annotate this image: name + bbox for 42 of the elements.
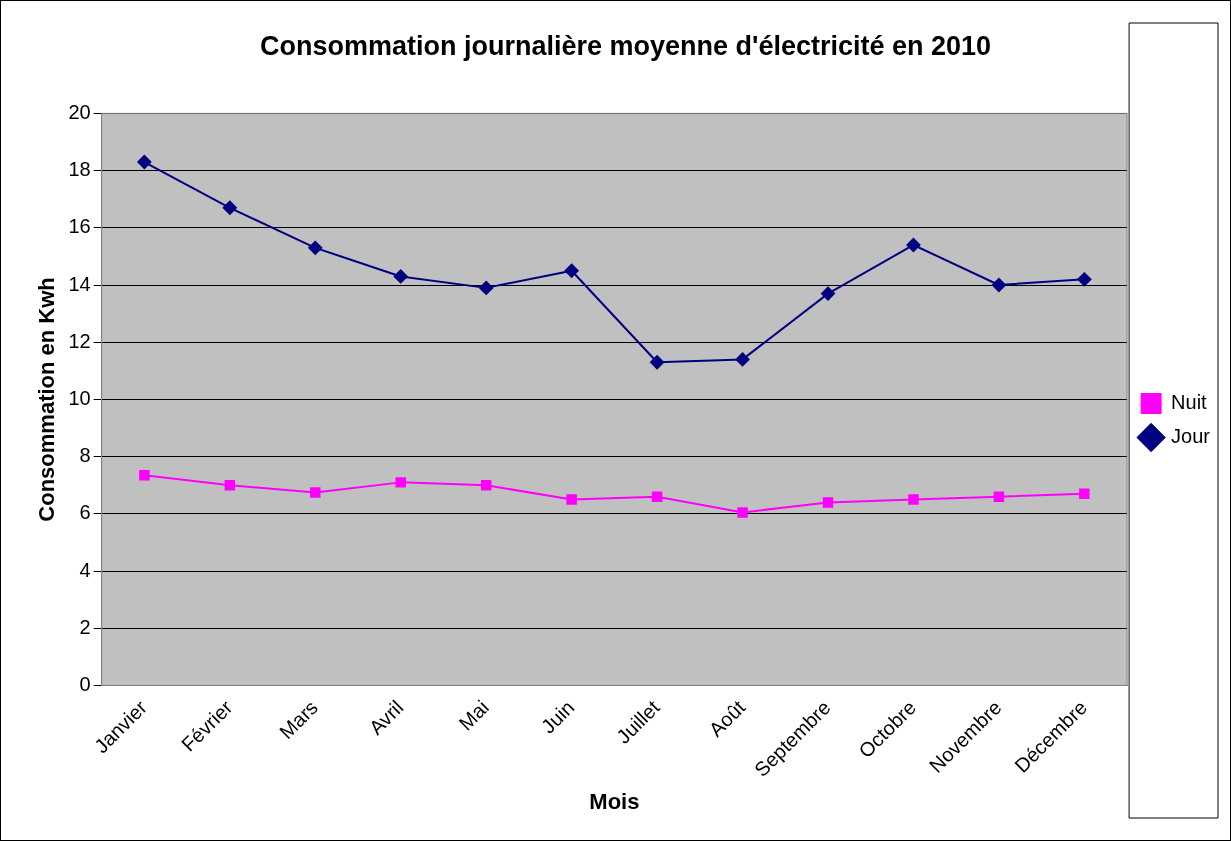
y-axis-title: Consommation en Kwh bbox=[34, 277, 60, 522]
y-tick-label: 4 bbox=[79, 558, 91, 581]
point bbox=[564, 263, 579, 278]
y-tick-label: 14 bbox=[68, 272, 91, 295]
point bbox=[308, 240, 323, 255]
point bbox=[395, 477, 406, 488]
point bbox=[737, 507, 748, 518]
x-axis-title: Mois bbox=[589, 788, 640, 814]
y-tick-label: 18 bbox=[68, 158, 91, 181]
point bbox=[908, 494, 919, 505]
point bbox=[566, 494, 577, 505]
point bbox=[480, 479, 492, 491]
y-tick-label: 12 bbox=[68, 329, 91, 352]
point bbox=[479, 280, 494, 295]
point bbox=[650, 355, 665, 370]
y-tick-label: 6 bbox=[79, 501, 91, 524]
point bbox=[139, 469, 150, 481]
point bbox=[991, 278, 1006, 293]
x-tick-label: Mai bbox=[454, 696, 493, 735]
x-tick-label: Juin bbox=[536, 696, 579, 738]
point bbox=[393, 269, 408, 284]
point bbox=[224, 479, 236, 491]
y-tick-label: 10 bbox=[68, 386, 91, 409]
point bbox=[1079, 488, 1090, 500]
point bbox=[1077, 272, 1092, 287]
legend-label: Nuit bbox=[1171, 391, 1208, 414]
point bbox=[993, 491, 1005, 502]
y-tick-label: 16 bbox=[68, 215, 91, 238]
y-tick-label: 2 bbox=[79, 615, 91, 638]
point bbox=[310, 487, 321, 498]
y-tick-label: 20 bbox=[68, 100, 91, 123]
point bbox=[821, 286, 836, 301]
point bbox=[735, 352, 750, 367]
point bbox=[222, 200, 237, 215]
y-tick-label: 8 bbox=[79, 444, 91, 467]
point bbox=[906, 237, 921, 252]
legend-label: Jour bbox=[1171, 425, 1211, 448]
point bbox=[822, 497, 834, 508]
point bbox=[137, 155, 152, 170]
chart-title: Consommation journalière moyenne d'électricité en 2010 bbox=[259, 30, 992, 61]
y-tick-label: 0 bbox=[79, 672, 91, 695]
point bbox=[651, 491, 663, 502]
